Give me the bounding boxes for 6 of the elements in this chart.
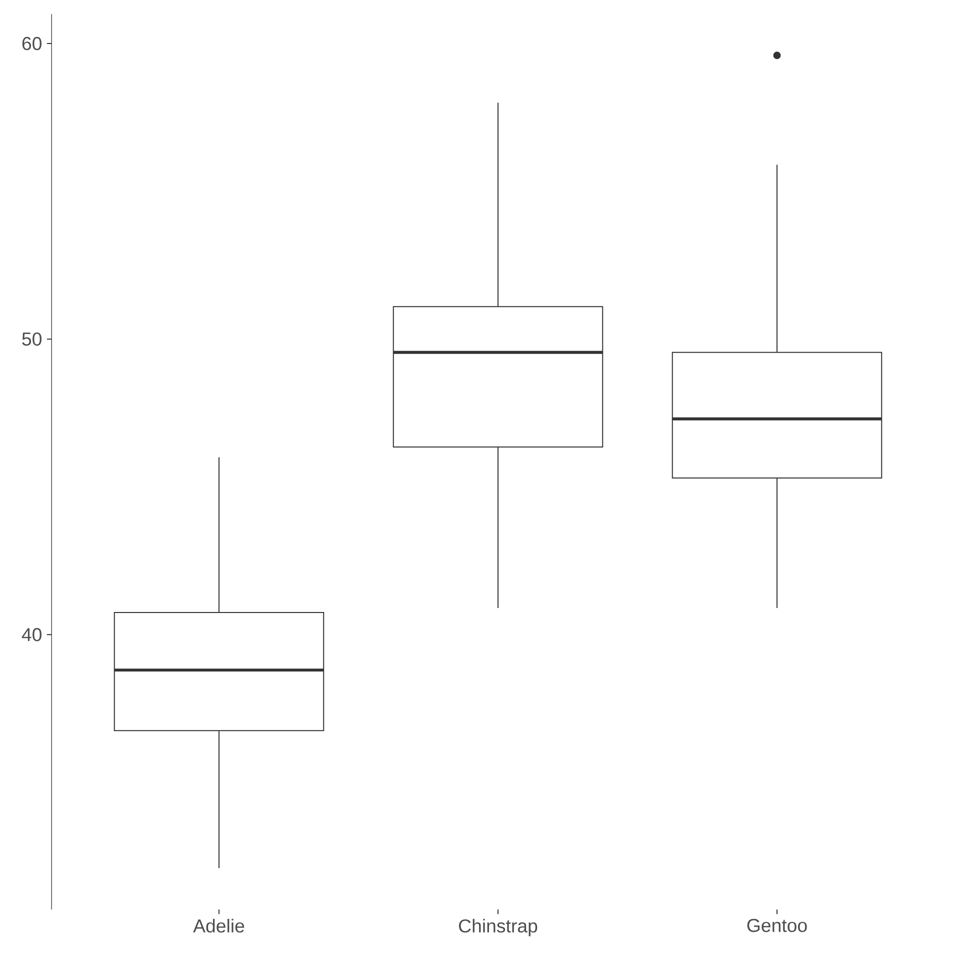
y-tick-label: 40 <box>22 628 42 642</box>
x-tick-label: Adelie <box>193 918 244 933</box>
x-tick-label: Chinstrap <box>459 918 538 936</box>
x-tick-label: Gentoo <box>747 918 807 932</box>
y-tick-label: 50 <box>22 332 42 346</box>
y-tick-label: 60 <box>22 36 42 50</box>
